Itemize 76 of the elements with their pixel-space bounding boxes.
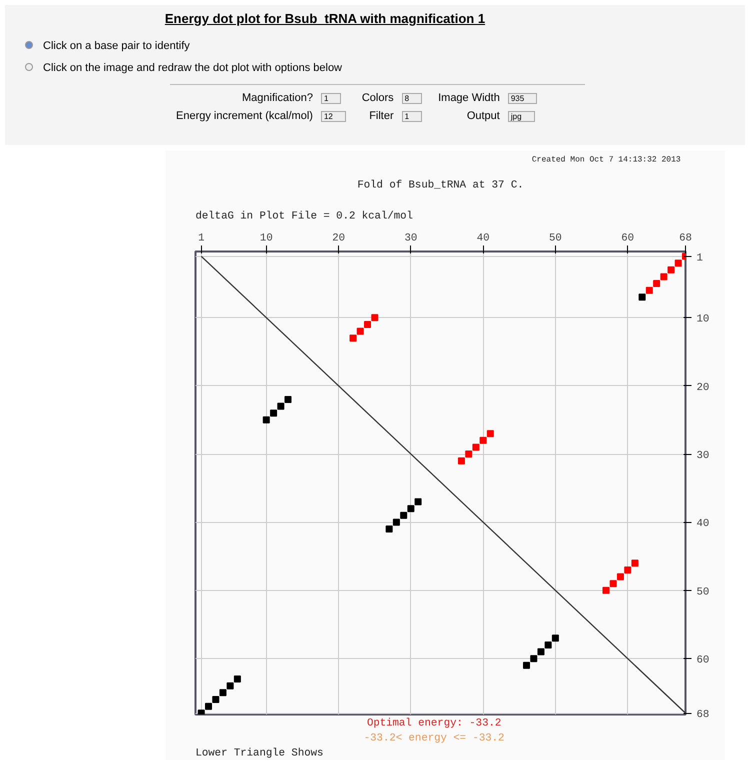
text: 1 (320, 93, 342, 104)
y-tick-label: 40 (696, 518, 710, 530)
point (530, 655, 538, 662)
point (638, 294, 646, 301)
text: Optimal energy: -33.2 (366, 718, 502, 730)
point (364, 320, 372, 328)
point (602, 586, 610, 594)
y-tick-label: 1 (696, 252, 703, 264)
point (350, 334, 357, 342)
point (660, 273, 668, 280)
y-tick-label: 20 (696, 382, 710, 394)
text: -33.2< energy <= -33.2 (364, 732, 504, 744)
y-tick-label: 30 (696, 450, 710, 462)
point (668, 266, 675, 274)
text: Created Mon Oct 7 14:13:32 2013 (532, 156, 681, 164)
point (486, 430, 494, 438)
point (219, 689, 226, 696)
point (610, 580, 617, 588)
text: Click on the image and redraw the dot plot with options below (42, 62, 344, 74)
point (262, 416, 270, 424)
point (212, 696, 220, 703)
x-tick-label: 40 (476, 232, 490, 244)
x-tick-label: 1 (198, 232, 204, 244)
text: Image Width (437, 91, 501, 106)
text: Magnification? (241, 91, 314, 106)
x-tick-label: 50 (549, 232, 562, 244)
text: 1 (402, 111, 422, 122)
point (234, 676, 241, 683)
y-tick-label: 50 (696, 586, 710, 598)
point (616, 573, 624, 580)
text: Colors (360, 91, 395, 106)
chart-title: Energy dot plot for Bsub_tRNA with magnification 1 (164, 10, 486, 28)
point (544, 641, 552, 648)
point (386, 526, 393, 533)
point (270, 410, 278, 417)
point (465, 450, 472, 458)
text: 12 (320, 111, 346, 122)
text: Output (466, 109, 501, 124)
text: deltaG in Plot File = 0.2 kcal/mol (196, 210, 413, 222)
text: 8 (402, 93, 422, 104)
point (523, 662, 530, 669)
point (371, 314, 378, 322)
y-tick-label: 60 (696, 654, 710, 667)
point (356, 328, 364, 335)
point (674, 260, 682, 267)
point (480, 436, 487, 444)
text: Lower Triangle Shows (196, 748, 324, 760)
point (631, 560, 638, 567)
y-tick-label: 10 (696, 314, 710, 326)
point (407, 505, 414, 512)
point (552, 634, 559, 642)
x-tick-label: 60 (621, 232, 634, 244)
point (653, 280, 660, 288)
point (205, 702, 212, 710)
chart-subtitle: Fold of Bsub_tRNA at 37 C. (357, 180, 524, 192)
text: Filter (368, 109, 395, 124)
point (392, 518, 400, 526)
x-tick-label: 20 (332, 232, 345, 244)
point (537, 648, 544, 656)
point (646, 286, 653, 294)
x-tick-label: 10 (260, 232, 273, 244)
point (414, 498, 422, 506)
text: Energy increment (kcal/mol) (175, 109, 314, 124)
text: Click on a base pair to identify (42, 40, 191, 52)
point (624, 566, 632, 574)
point (226, 682, 234, 690)
point (472, 444, 480, 451)
text: 935 (508, 93, 538, 104)
point (400, 512, 408, 519)
point (284, 396, 292, 403)
x-tick-label: 68 (679, 232, 692, 244)
text: jpg (508, 111, 535, 122)
y-tick-label: 68 (696, 709, 710, 722)
point (277, 402, 284, 410)
x-tick-label: 30 (404, 232, 418, 244)
point (458, 457, 465, 464)
